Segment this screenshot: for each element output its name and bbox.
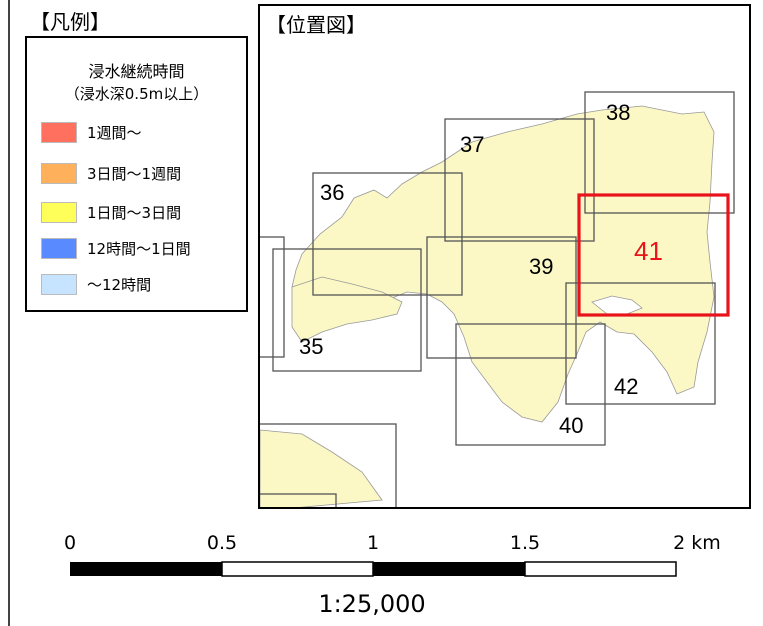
tile-42-frame [565, 282, 716, 405]
legend-label: 1週間～ [87, 123, 142, 142]
tile-label-37: 37 [460, 132, 484, 157]
tile-36-frame [312, 172, 463, 296]
legend-item-3days-1week: 3日間～1週間 [41, 162, 181, 184]
tile-frames [260, 91, 735, 507]
peninsula-sw [291, 276, 403, 343]
legend-swatch [41, 273, 77, 295]
scale-segment-2 [221, 561, 374, 577]
scale-tick-label: 1 [366, 532, 380, 554]
tile-labels: 35 36 37 38 39 40 41 42 [299, 100, 663, 438]
tile-label-41: 41 [634, 236, 663, 266]
coast-lower-left [260, 429, 383, 507]
tile-41-frame [577, 193, 730, 317]
legend-title: 【凡例】 [30, 10, 110, 34]
tile-37-frame [444, 118, 595, 242]
tile-partial-bottom-frame [260, 423, 397, 507]
scale-tick-label: 2 km [673, 532, 721, 554]
legend-subheading: （浸水深0.5m以上） [64, 85, 209, 103]
tile-39-frame [426, 236, 577, 359]
legend-item-under-12h: ～12時間 [41, 273, 151, 295]
tile-38-frame [584, 91, 735, 214]
legend-swatch [41, 162, 77, 184]
tile-label-40: 40 [559, 413, 583, 438]
legend-swatch [41, 201, 77, 223]
scale-tick-label: 0.5 [206, 532, 238, 554]
scale-segment-4 [524, 561, 677, 577]
left-border-line [8, 0, 10, 626]
tile-partial-left-frame [260, 236, 285, 358]
scale-segment-3 [373, 562, 525, 576]
legend-item-1day-3days: 1日間～3日間 [41, 201, 181, 223]
main-island [291, 105, 715, 423]
tile-label-39: 39 [529, 254, 553, 279]
tile-40-frame [455, 323, 606, 446]
location-map-title: 【位置図】 [266, 13, 366, 37]
scale-tick-label: 0 [63, 532, 77, 554]
tile-label-36: 36 [320, 180, 344, 205]
location-map-canvas: 35 36 37 38 39 40 41 42 [260, 91, 735, 507]
legend-swatch [41, 121, 77, 143]
location-map: 【位置図】 35 36 37 38 39 40 [258, 4, 751, 509]
land-area [260, 105, 715, 507]
legend-label: 1日間～3日間 [87, 203, 182, 222]
scale-tick-label: 1.5 [509, 532, 541, 554]
legend-item-12h-1day: 12時間～1日間 [41, 237, 191, 259]
tile-partial-bottom2-frame [260, 493, 337, 507]
legend-item-1week: 1週間～ [41, 121, 142, 143]
legend-label: 3日間～1週間 [87, 164, 182, 183]
legend-box: 浸水継続時間 （浸水深0.5m以上） 1週間～ 3日間～1週間 1日間～3日間 … [25, 36, 248, 312]
tile-label-35: 35 [299, 334, 323, 359]
legend-label: 12時間～1日間 [87, 239, 191, 258]
tile-35-frame [272, 248, 422, 372]
tile-label-38: 38 [606, 100, 630, 125]
legend-heading: 浸水継続時間 [88, 62, 185, 81]
legend-swatch [41, 237, 77, 259]
scale-ratio: 1:25,000 [318, 590, 426, 618]
tile-label-42: 42 [614, 374, 638, 399]
legend-label: ～12時間 [87, 275, 152, 294]
scale-segment-1 [70, 562, 222, 576]
